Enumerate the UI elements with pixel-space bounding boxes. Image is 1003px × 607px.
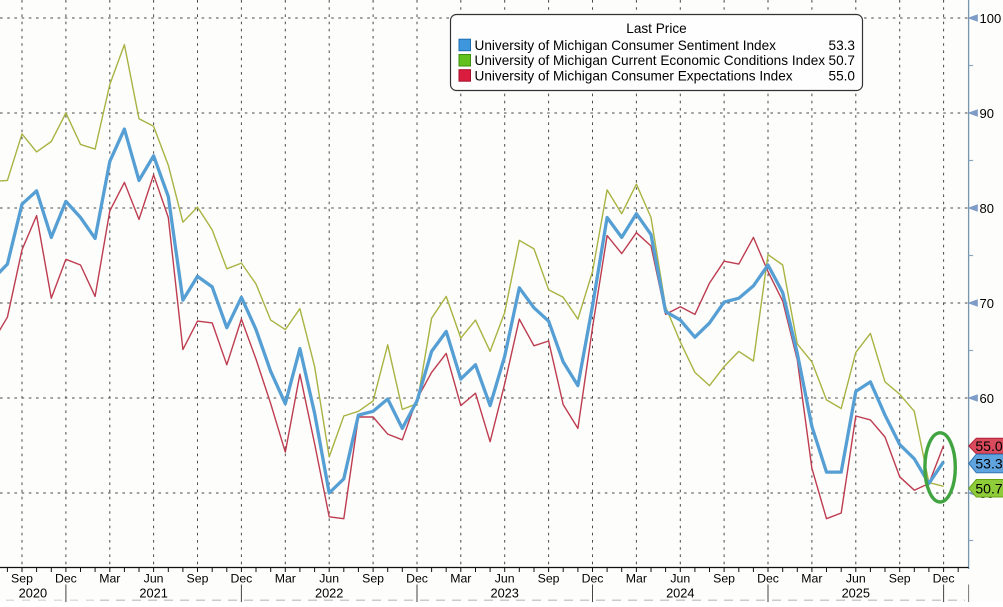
svg-text:90: 90 [980,106,994,121]
svg-text:Sep: Sep [889,572,911,586]
svg-text:Sep: Sep [538,572,560,586]
svg-text:University of Michigan Consume: University of Michigan Consumer Sentimen… [475,38,777,53]
svg-text:Dec: Dec [582,572,604,586]
svg-text:2025: 2025 [842,586,870,601]
svg-text:Sep: Sep [187,572,209,586]
svg-text:Jun: Jun [144,572,164,586]
svg-text:80: 80 [980,201,994,216]
svg-text:Mar: Mar [450,572,471,586]
svg-text:55.0: 55.0 [829,68,856,83]
svg-text:2022: 2022 [315,586,343,601]
svg-text:Mar: Mar [801,572,822,586]
svg-text:Dec: Dec [406,572,428,586]
svg-text:2024: 2024 [666,586,694,601]
svg-text:University of Michigan Current: University of Michigan Current Economic … [475,53,826,68]
svg-text:53.3: 53.3 [829,38,855,53]
svg-text:Dec: Dec [55,572,77,586]
svg-text:Mar: Mar [626,572,647,586]
svg-text:55.0: 55.0 [975,438,1002,454]
svg-text:2020: 2020 [19,586,47,601]
svg-text:50.7: 50.7 [829,53,855,68]
svg-text:100: 100 [980,11,1002,26]
svg-text:Last Price: Last Price [626,21,686,36]
svg-text:Mar: Mar [275,572,296,586]
svg-text:Jun: Jun [846,572,866,586]
svg-text:Sep: Sep [362,572,384,586]
svg-text:Mar: Mar [99,572,120,586]
svg-text:Jun: Jun [319,572,339,586]
svg-text:Dec: Dec [757,572,779,586]
svg-text:50.7: 50.7 [975,480,1002,496]
svg-text:Dec: Dec [230,572,252,586]
svg-text:Jun: Jun [495,572,515,586]
svg-text:University of Michigan Consume: University of Michigan Consumer Expectat… [475,68,793,83]
svg-text:Jun: Jun [670,572,690,586]
svg-text:Sep: Sep [713,572,735,586]
svg-text:Dec: Dec [933,572,955,586]
svg-text:70: 70 [980,296,994,311]
svg-text:60: 60 [980,391,994,406]
svg-text:2023: 2023 [490,586,518,601]
svg-text:2021: 2021 [139,586,167,601]
svg-text:53.3: 53.3 [975,456,1002,472]
svg-text:Sep: Sep [11,572,33,586]
